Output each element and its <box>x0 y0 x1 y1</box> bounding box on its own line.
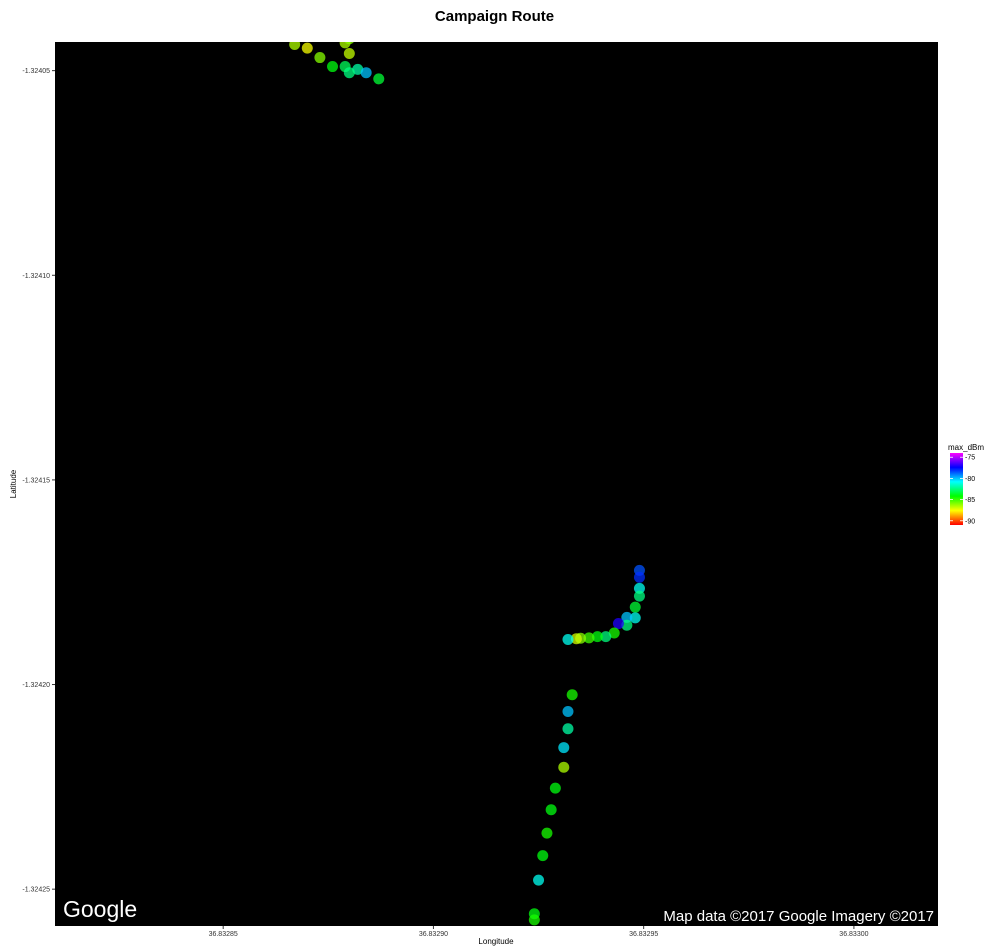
data-point <box>633 571 645 583</box>
data-point <box>591 631 603 643</box>
data-point <box>373 73 385 85</box>
data-point <box>344 42 354 45</box>
data-point <box>533 874 545 886</box>
data-point <box>583 632 595 644</box>
plot-panel <box>55 42 938 926</box>
data-point <box>537 850 549 862</box>
data-point <box>343 47 355 59</box>
data-point <box>621 619 633 631</box>
y-tick-label: -1.32405 <box>22 68 50 75</box>
legend-tick-label: -75 <box>965 455 975 462</box>
legend-ticks: -75 -80 -85 -90 <box>950 455 975 525</box>
x-tick-label: 36.83285 <box>209 931 238 938</box>
x-axis-title: Longitude <box>478 937 514 946</box>
data-point <box>558 742 570 754</box>
x-tick-label: 36.83290 <box>419 931 448 938</box>
legend-tick-label: -85 <box>965 497 975 504</box>
data-point <box>558 761 570 773</box>
chart-title: Campaign Route <box>434 8 555 25</box>
data-point <box>633 590 645 602</box>
data-point <box>570 633 582 645</box>
data-point <box>562 634 574 646</box>
x-tick-label: 36.83300 <box>839 931 868 938</box>
data-point <box>360 67 372 79</box>
data-point <box>352 63 364 75</box>
legend-title: max_dBm <box>948 443 984 452</box>
google-logo: Google <box>63 896 137 922</box>
data-point <box>629 612 641 624</box>
data-point <box>608 627 620 639</box>
data-point <box>343 67 355 79</box>
data-point <box>541 827 553 839</box>
y-tick-label: -1.32420 <box>22 682 50 689</box>
data-point <box>612 618 624 630</box>
y-tick-label: -1.32415 <box>22 477 50 484</box>
data-point <box>289 42 301 50</box>
data-point <box>314 52 326 64</box>
data-point <box>562 706 574 718</box>
data-point <box>633 582 645 594</box>
legend-tick-label: -90 <box>965 518 975 525</box>
legend-tick-label: -80 <box>965 476 975 483</box>
data-point <box>600 631 612 643</box>
map-attribution: Map data ©2017 Google Imagery ©2017 <box>663 908 934 925</box>
data-point <box>621 611 633 623</box>
data-point <box>629 601 641 613</box>
data-point <box>301 42 313 54</box>
y-axis: -1.32405 -1.32410 -1.32415 -1.32420 -1.32425 <box>22 68 55 894</box>
data-point <box>566 689 578 701</box>
data-point <box>545 804 557 816</box>
legend: max_dBm -75 -80 -85 -90 <box>948 443 984 525</box>
points-layer <box>289 42 645 926</box>
data-point <box>327 61 339 73</box>
data-point <box>562 723 574 735</box>
x-tick-label: 36.83295 <box>629 931 658 938</box>
data-point <box>528 914 540 926</box>
data-point <box>549 782 561 794</box>
y-tick-label: -1.32425 <box>22 887 50 894</box>
x-axis: 36.83285 36.83290 36.83295 36.83300 <box>209 926 869 938</box>
legend-colorbar <box>950 453 963 525</box>
y-axis-title: Latitude <box>9 469 18 498</box>
y-tick-label: -1.32410 <box>22 273 50 280</box>
